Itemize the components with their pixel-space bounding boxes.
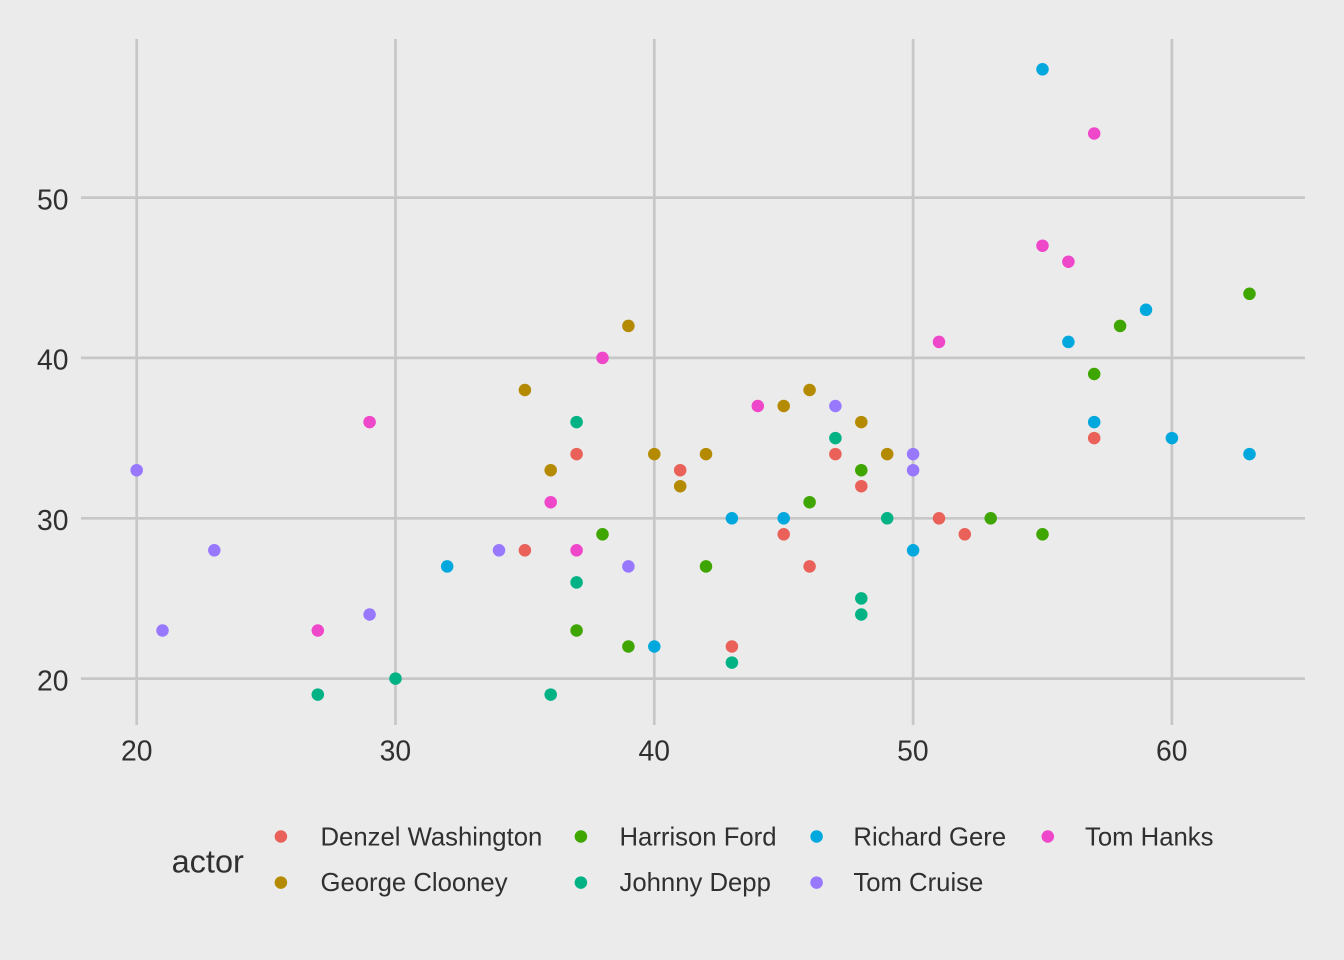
svg-text:Johnny Depp: Johnny Depp	[620, 869, 771, 897]
svg-text:Denzel Washington: Denzel Washington	[321, 823, 543, 851]
svg-text:30: 30	[37, 504, 68, 536]
svg-text:20: 20	[37, 664, 68, 696]
svg-text:40: 40	[638, 735, 669, 767]
svg-text:20: 20	[121, 735, 152, 767]
svg-text:Richard Gere: Richard Gere	[853, 823, 1006, 851]
svg-text:George Clooney: George Clooney	[321, 869, 508, 897]
svg-text:50: 50	[37, 183, 68, 215]
svg-text:Tom Hanks: Tom Hanks	[1085, 823, 1213, 851]
svg-text:30: 30	[380, 735, 411, 767]
svg-text:Harrison Ford: Harrison Ford	[620, 823, 777, 851]
svg-text:40: 40	[37, 344, 68, 376]
svg-text:Tom Cruise: Tom Cruise	[853, 869, 983, 897]
svg-text:actor: actor	[172, 844, 244, 880]
svg-text:50: 50	[897, 735, 928, 767]
svg-text:60: 60	[1156, 735, 1187, 767]
